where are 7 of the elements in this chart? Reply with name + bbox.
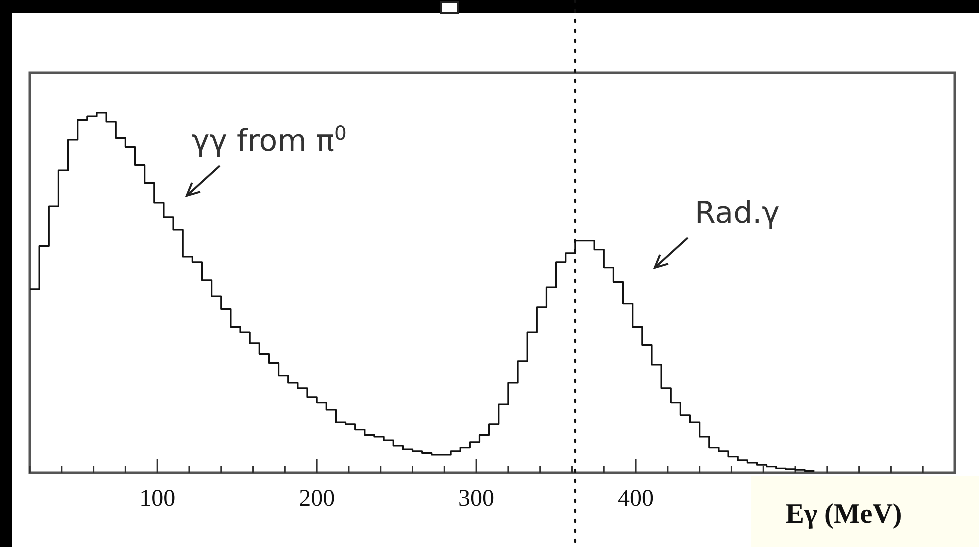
annotation: γγ from π$^{0}$: [192, 122, 347, 159]
x-tick-label: 400: [618, 486, 654, 512]
x-tick-label: 200: [299, 486, 336, 512]
annotation: Rad.γ: [695, 196, 780, 231]
x-tick-label: 100: [140, 486, 176, 512]
x-axis-title: Eγ (MeV): [786, 499, 902, 530]
x-tick-label: 300: [458, 486, 495, 512]
